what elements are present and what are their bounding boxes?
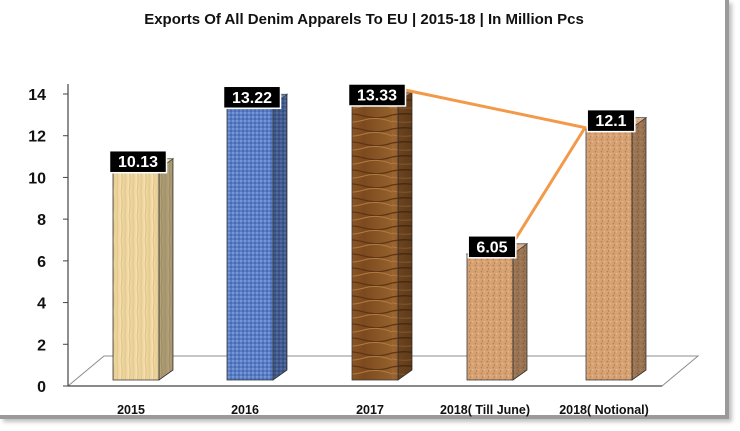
data-label-box: [347, 83, 407, 107]
data-label-text: 13.22: [232, 90, 272, 107]
data-label: 6.05: [467, 235, 517, 259]
y-tick-label: 8: [37, 212, 46, 229]
y-tick-label: 6: [37, 254, 46, 271]
bar: [225, 93, 289, 381]
bar: [465, 243, 529, 381]
bar-side-shade: [159, 158, 173, 380]
y-tick-label: 14: [28, 87, 46, 104]
bar-side-shade: [513, 243, 527, 380]
x-tick-label: 2018( Till June): [440, 403, 530, 417]
data-label-box: [586, 108, 636, 133]
data-label: 12.1: [586, 108, 636, 133]
data-label: 10.13: [108, 149, 168, 174]
bar-front-face: [351, 101, 399, 381]
bar-front-face: [226, 103, 274, 381]
bar: [111, 157, 175, 381]
connector-line: [404, 88, 587, 249]
x-tick-label: 2015: [117, 403, 145, 417]
chart: Exports Of All Denim Apparels To EU | 20…: [28, 11, 700, 417]
bar-front-face: [585, 127, 633, 381]
x-tick-label: 2017: [356, 403, 384, 417]
data-label-text: 13.33: [357, 87, 397, 104]
data-label: 13.22: [222, 85, 282, 110]
y-tick-label: 0: [37, 379, 46, 396]
data-label-text: 12.1: [595, 113, 626, 130]
y-tick-label: 10: [28, 170, 46, 187]
bar-side-shade: [273, 94, 287, 381]
y-tick-label: 12: [28, 129, 46, 146]
data-label-box: [467, 235, 517, 259]
data-label: 13.33: [347, 83, 407, 107]
bar-side-shade: [398, 91, 412, 380]
bar-front-face: [112, 168, 160, 381]
data-label-box: [108, 149, 168, 174]
data-label-text: 6.05: [476, 239, 507, 256]
bar-front-face: [466, 253, 514, 381]
y-tick-label: 2: [37, 337, 46, 354]
data-label-text: 10.13: [118, 154, 158, 171]
y-tick-label: 4: [37, 296, 46, 313]
bar-side-shade: [632, 117, 646, 380]
data-label-box: [222, 85, 282, 110]
x-tick-label: 2018( Notional): [559, 403, 649, 417]
value-labels: 10.13 13.22 13.33 6.05 12.1: [108, 83, 636, 259]
bar: [584, 116, 648, 381]
bar: [350, 91, 414, 381]
bars: [111, 91, 648, 381]
connector-lines: [404, 88, 587, 249]
x-axis-labels: 2015 2016 2017 2018( Till June) 2018( Notion…: [117, 403, 649, 417]
chart-title: Exports Of All Denim Apparels To EU | 20…: [144, 11, 584, 28]
chart-frame: Exports Of All Denim Apparels To EU | 20…: [0, 0, 729, 419]
x-tick-label: 2016: [231, 403, 259, 417]
y-axis: 0 2 4 6 8 10 12 14: [28, 84, 662, 396]
